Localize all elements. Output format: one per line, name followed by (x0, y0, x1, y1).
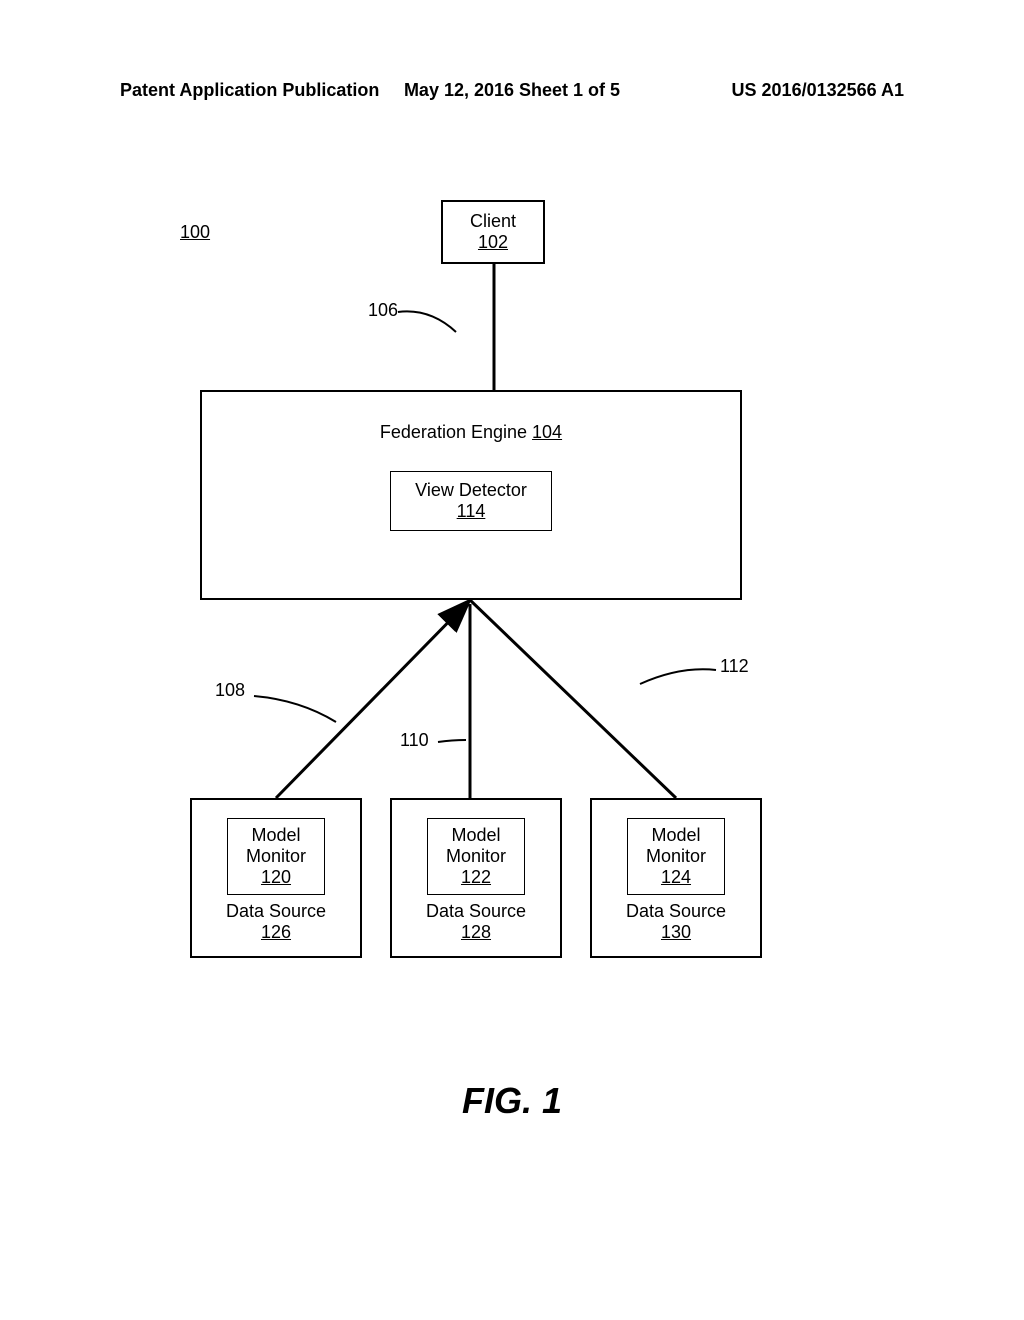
federation-ref: 104 (532, 422, 562, 442)
edge-112 (470, 600, 676, 798)
leader-108 (254, 696, 336, 722)
mm3-title-line2: Monitor (646, 846, 706, 867)
client-title: Client (470, 211, 516, 232)
view-detector-title: View Detector (415, 480, 527, 501)
ds1-ref: 126 (261, 922, 291, 943)
ds2-title: Data Source (426, 901, 526, 922)
edge-108 (276, 600, 470, 798)
federation-title: Federation Engine (380, 422, 527, 442)
data-source-1-box: Model Monitor 120 Data Source 126 (190, 798, 362, 958)
mm1-ref: 120 (246, 867, 306, 888)
mm1-title-line2: Monitor (246, 846, 306, 867)
figure-caption: FIG. 1 (462, 1080, 562, 1122)
mm2-title-line1: Model (446, 825, 506, 846)
model-monitor-3: Model Monitor 124 (627, 818, 725, 895)
model-monitor-1: Model Monitor 120 (227, 818, 325, 895)
ds1-title: Data Source (226, 901, 326, 922)
label-110: 110 (400, 730, 429, 751)
ref-100: 100 (180, 222, 210, 243)
leader-110 (438, 740, 466, 742)
figure-1-diagram: 100 Client 102 Federation Engine 104 Vie… (0, 0, 1024, 1320)
client-box: Client 102 (441, 200, 545, 264)
mm3-title-line1: Model (646, 825, 706, 846)
client-ref: 102 (478, 232, 508, 253)
mm2-title-line2: Monitor (446, 846, 506, 867)
label-108: 108 (215, 680, 245, 701)
view-detector-ref: 114 (415, 501, 527, 522)
federation-title-line: Federation Engine 104 (380, 422, 562, 443)
ds3-ref: 130 (661, 922, 691, 943)
data-source-3-box: Model Monitor 124 Data Source 130 (590, 798, 762, 958)
federation-engine-box: Federation Engine 104 View Detector 114 (200, 390, 742, 600)
view-detector-box: View Detector 114 (390, 471, 552, 531)
mm1-title-line1: Model (246, 825, 306, 846)
connectors-svg (0, 0, 1024, 1320)
ds2-ref: 128 (461, 922, 491, 943)
ds3-title: Data Source (626, 901, 726, 922)
mm2-ref: 122 (446, 867, 506, 888)
label-112: 112 (720, 656, 749, 677)
leader-112 (640, 669, 716, 684)
mm3-ref: 124 (646, 867, 706, 888)
model-monitor-2: Model Monitor 122 (427, 818, 525, 895)
leader-106 (398, 311, 456, 332)
data-source-2-box: Model Monitor 122 Data Source 128 (390, 798, 562, 958)
label-106: 106 (368, 300, 398, 321)
